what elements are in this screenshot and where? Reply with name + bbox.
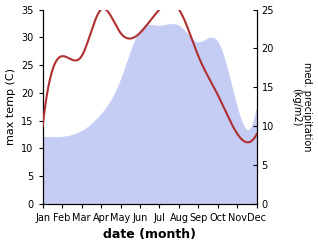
Y-axis label: max temp (C): max temp (C) xyxy=(5,68,16,145)
Y-axis label: med. precipitation
(kg/m2): med. precipitation (kg/m2) xyxy=(291,62,313,151)
X-axis label: date (month): date (month) xyxy=(103,228,196,242)
